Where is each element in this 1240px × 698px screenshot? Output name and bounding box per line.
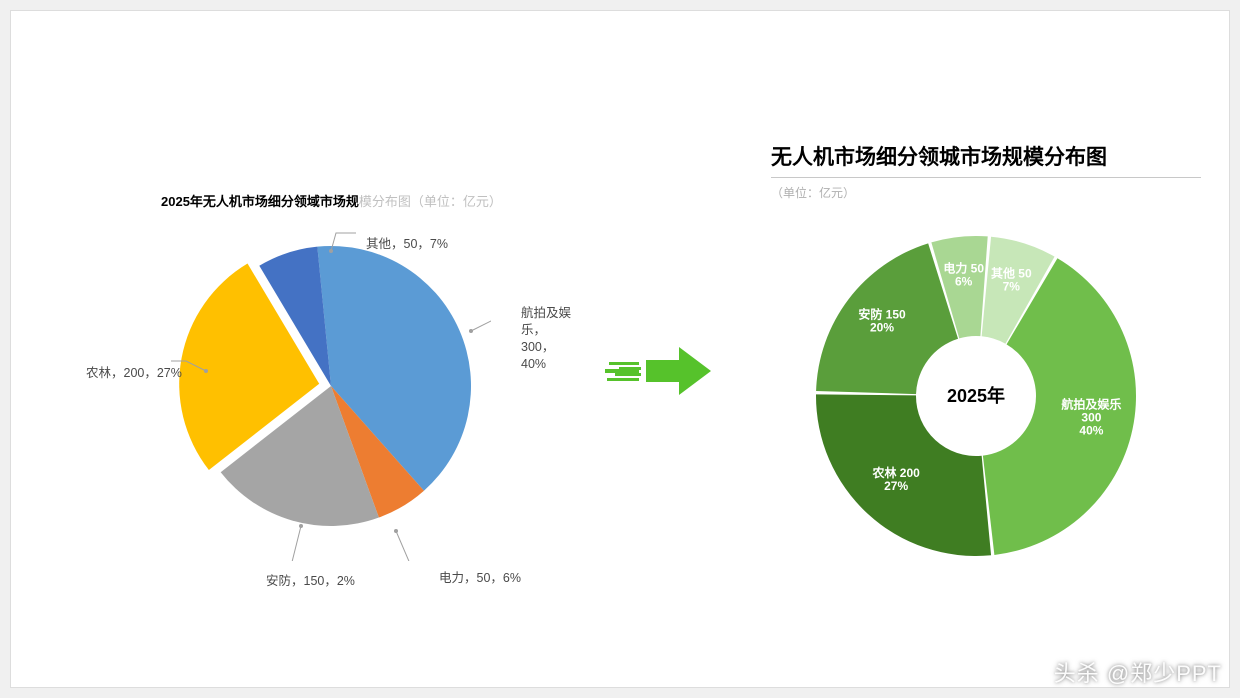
title-rule <box>771 177 1201 178</box>
left-chart-title: 2025年无人机市场细分领域市场规模分布图（单位：亿元） <box>161 191 502 210</box>
pie-label-农林: 农林，200，27% <box>86 365 182 382</box>
left-pie-chart: 2025年无人机市场细分领域市场规模分布图（单位：亿元） 航拍及娱乐，300，4… <box>91 191 571 611</box>
right-donut-chart: 无人机市场细分领城市场规模分布图 （单位：亿元） 航拍及娱乐30040%农林 2… <box>771 141 1201 581</box>
pie-label-航拍及娱乐: 航拍及娱乐，300，40% <box>521 305 571 373</box>
pie-label-电力: 电力，50，6% <box>439 570 521 587</box>
leader-line <box>471 321 491 331</box>
right-chart-subtitle: （单位：亿元） <box>771 184 1201 201</box>
leader-line <box>271 526 301 561</box>
right-donut-svg: 航拍及娱乐30040%农林 20027%安防 15020%电力 506%其他 5… <box>801 221 1151 581</box>
leader-line <box>396 531 431 561</box>
right-chart-title: 无人机市场细分领城市场规模分布图 <box>771 141 1201 171</box>
arrow-head <box>646 347 711 395</box>
pie-label-安防: 安防，150，2% <box>266 573 355 590</box>
left-title-tail: 模分布图（单位：亿元） <box>359 194 502 209</box>
pie-label-其他: 其他，50，7% <box>366 236 448 253</box>
left-title-main: 2025年无人机市场细分领域市场规 <box>161 194 359 209</box>
donut-center-label: 2025年 <box>947 385 1005 406</box>
watermark: 头杀 @郑少PPT <box>1054 656 1222 688</box>
slide-canvas: 2025年无人机市场细分领域市场规模分布图（单位：亿元） 航拍及娱乐，300，4… <box>10 10 1230 688</box>
left-pie-svg <box>171 221 491 561</box>
arrow-icon <box>601 341 721 401</box>
transform-arrow <box>601 341 721 401</box>
